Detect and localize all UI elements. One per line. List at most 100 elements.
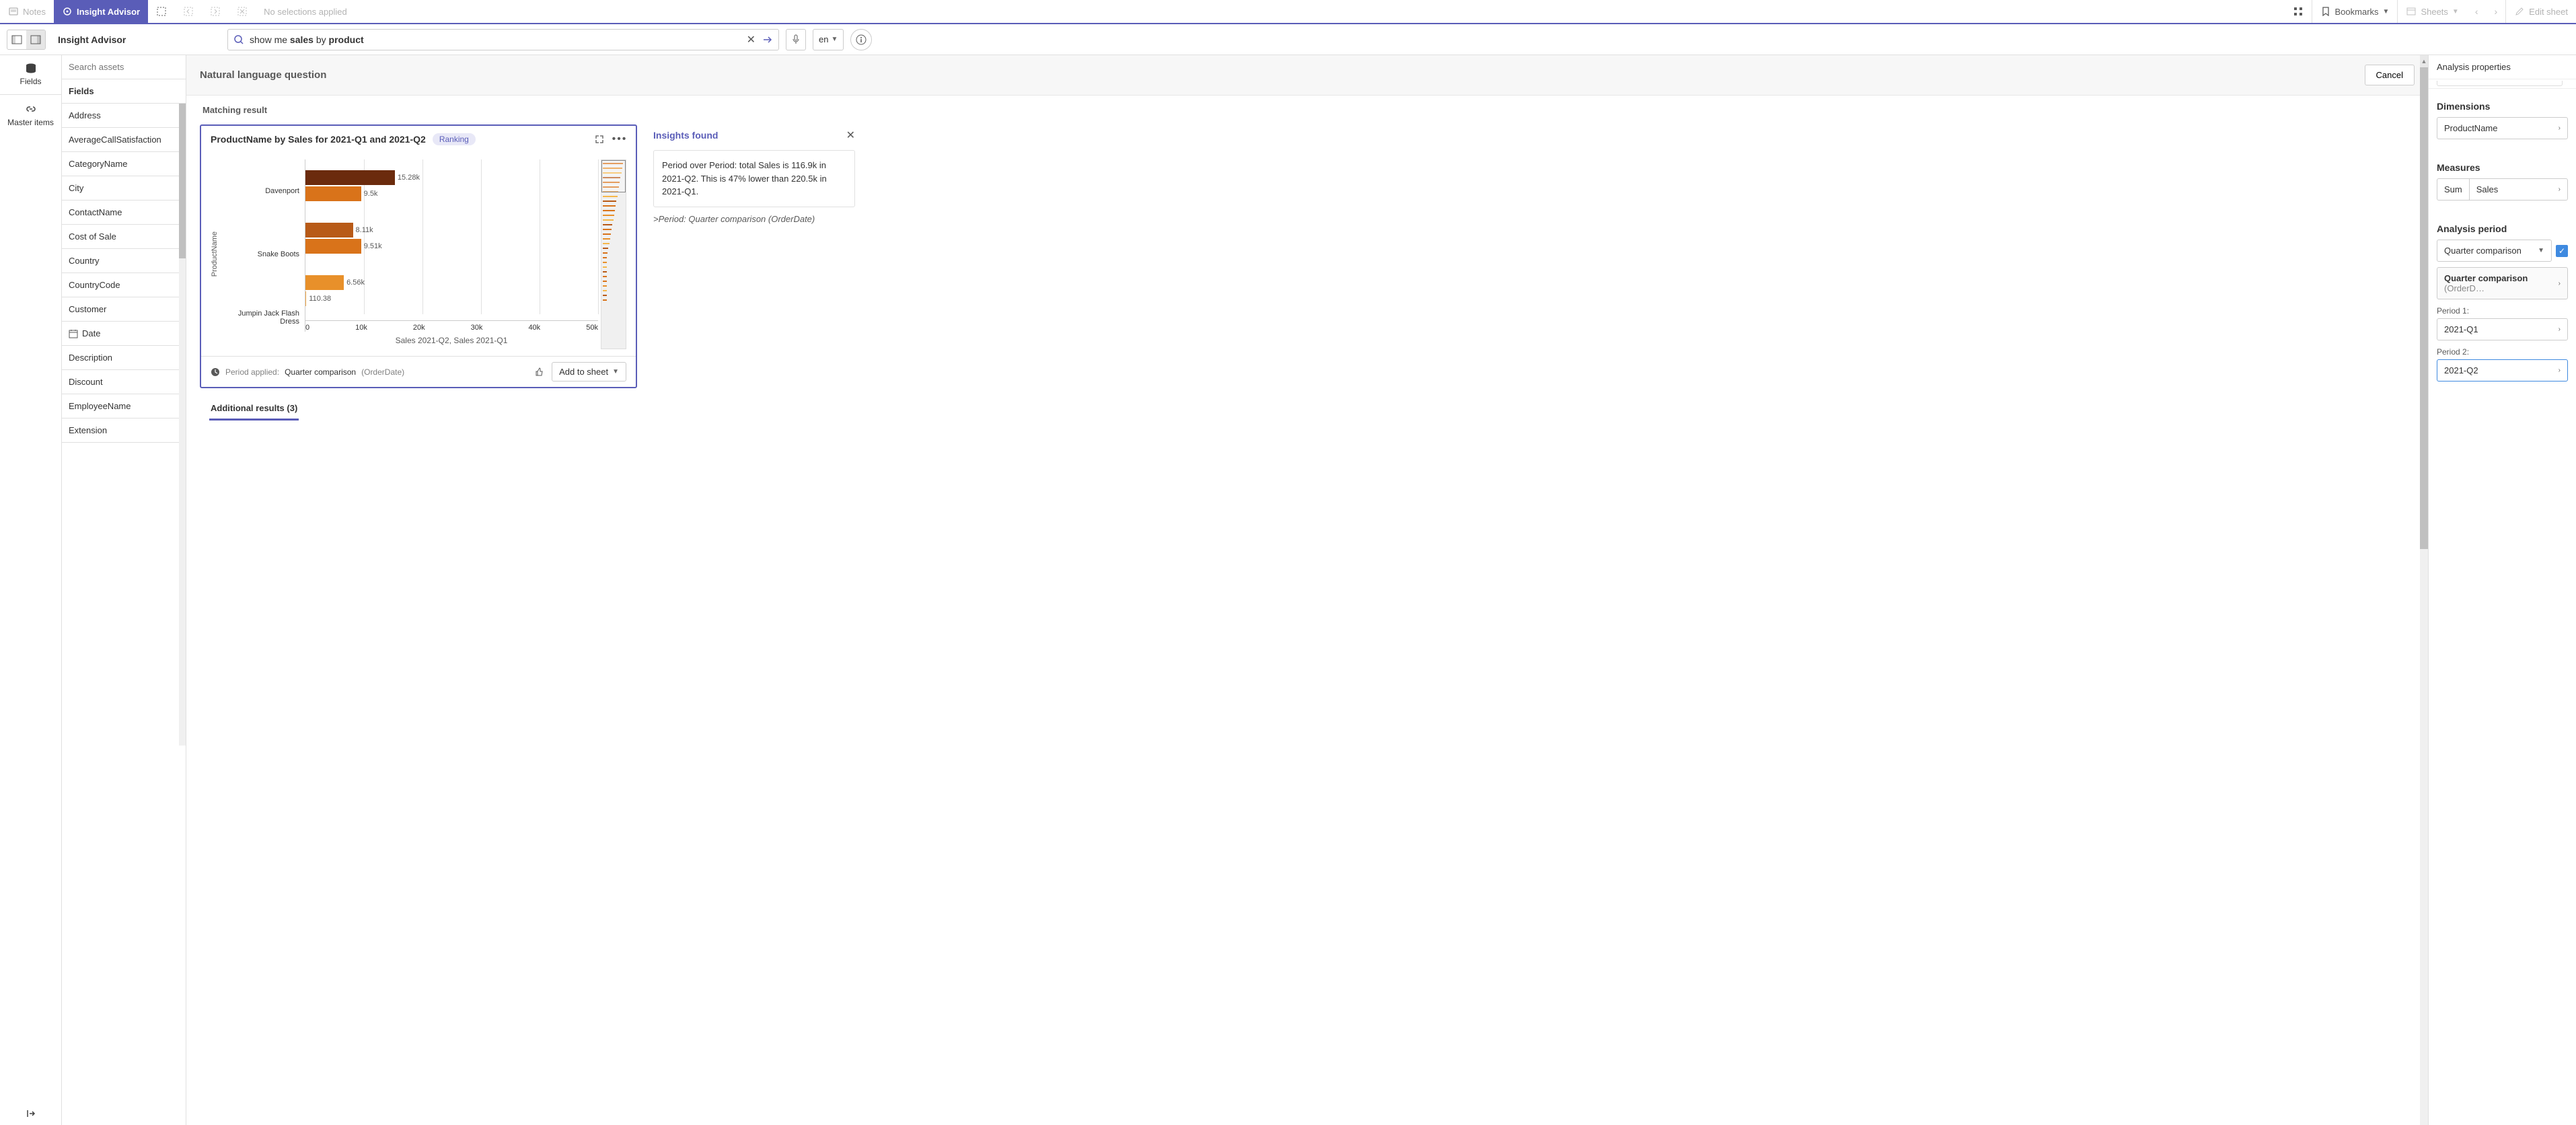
assets-scroll-thumb[interactable]: [179, 104, 186, 258]
no-selections-label: No selections applied: [264, 7, 347, 17]
no-selections-text: No selections applied: [256, 0, 355, 23]
rail-master-items[interactable]: Master items: [0, 95, 61, 135]
period-detail-pill[interactable]: Quarter comparison (OrderD… ›: [2437, 267, 2568, 299]
toggle-right-panel[interactable]: [26, 30, 45, 49]
period1-dropdown[interactable]: 2021-Q1 ›: [2437, 318, 2568, 340]
bar[interactable]: [305, 223, 353, 238]
lasso-icon: [156, 6, 167, 17]
assets-search[interactable]: [62, 55, 186, 79]
cancel-button[interactable]: Cancel: [2365, 65, 2415, 85]
x-tick-label: 20k: [413, 324, 425, 332]
assets-search-input[interactable]: [62, 55, 186, 79]
rail-fields[interactable]: Fields: [0, 55, 61, 95]
toggle-left-panel[interactable]: [7, 30, 26, 49]
asset-item[interactable]: CountryCode: [62, 273, 186, 297]
next-sheet[interactable]: ›: [2487, 0, 2506, 23]
x-tick-label: 0: [305, 324, 309, 332]
info-button[interactable]: [850, 29, 872, 50]
measures-heading: Measures: [2437, 157, 2568, 178]
bar-value-label: 110.38: [306, 295, 331, 303]
rail-fields-label: Fields: [20, 77, 41, 86]
chart-minimap[interactable]: [601, 159, 626, 349]
chevron-down-icon: ▼: [2538, 247, 2544, 254]
minimap-bar: [603, 238, 610, 240]
prev-sheet[interactable]: ‹: [2467, 0, 2487, 23]
more-options-button[interactable]: •••: [613, 133, 626, 146]
minimap-bar: [603, 210, 615, 211]
assets-header: Fields: [62, 79, 186, 104]
bookmarks-button[interactable]: Bookmarks ▼: [2312, 0, 2398, 23]
period2-dropdown[interactable]: 2021-Q2 ›: [2437, 359, 2568, 382]
clear-search-button[interactable]: ✕: [747, 33, 756, 46]
asset-item[interactable]: Extension: [62, 419, 186, 443]
bar[interactable]: [305, 186, 361, 201]
period-enabled-checkbox[interactable]: ✓: [2556, 245, 2568, 257]
asset-item[interactable]: City: [62, 176, 186, 201]
measure-pill[interactable]: Sum Sales ›: [2437, 178, 2568, 201]
asset-item[interactable]: Address: [62, 104, 186, 128]
asset-item[interactable]: Country: [62, 249, 186, 273]
sheets-button[interactable]: Sheets ▼: [2398, 0, 2466, 23]
chevron-left-icon: ‹: [2475, 6, 2478, 17]
language-label: en: [819, 34, 828, 44]
minimap-viewport[interactable]: [601, 160, 626, 192]
bar-group: 8.11k9.51k: [305, 212, 598, 264]
fullscreen-button[interactable]: [593, 133, 606, 146]
measure-agg[interactable]: Sum: [2437, 179, 2470, 200]
dimension-pill[interactable]: ProductName ›: [2437, 117, 2568, 139]
asset-item[interactable]: CategoryName: [62, 152, 186, 176]
chevron-down-icon: ▼: [2452, 8, 2459, 15]
add-to-sheet-button[interactable]: Add to sheet ▼: [552, 362, 626, 382]
submit-search-button[interactable]: [762, 35, 773, 44]
clear-selections[interactable]: [229, 0, 256, 23]
scroll-up-button[interactable]: ▲: [2420, 55, 2428, 67]
y-category-labels: DavenportSnake BootsJumpin Jack Flash Dr…: [221, 159, 302, 349]
asset-item[interactable]: EmployeeName: [62, 394, 186, 419]
insight-advisor-tab[interactable]: Insight Advisor: [54, 0, 148, 23]
bars-area: 15.28k9.5k8.11k9.51k6.56k110.38010k20k30…: [305, 159, 598, 332]
grid-icon: [2293, 6, 2304, 17]
bar[interactable]: [305, 170, 395, 185]
result-row: ProductName by Sales for 2021-Q1 and 202…: [200, 124, 2415, 388]
search-bar[interactable]: show me sales by product ✕: [227, 29, 779, 50]
bar[interactable]: [305, 239, 361, 254]
rail-collapse[interactable]: [26, 1102, 36, 1125]
center-scrollbar[interactable]: ▲: [2420, 55, 2428, 1125]
vote-button[interactable]: [531, 365, 546, 379]
asset-item[interactable]: Date: [62, 322, 186, 346]
asset-item[interactable]: Customer: [62, 297, 186, 322]
search-text-1: show me: [250, 34, 290, 45]
asset-item[interactable]: Cost of Sale: [62, 225, 186, 249]
minimap-bar: [603, 262, 607, 263]
center-scroll-thumb[interactable]: [2420, 67, 2428, 549]
period-type-dropdown[interactable]: Quarter comparison ▼: [2437, 240, 2552, 262]
assets-scrollbar[interactable]: [179, 104, 186, 746]
bar[interactable]: [305, 275, 344, 290]
voice-input-button[interactable]: [786, 29, 806, 50]
asset-item[interactable]: AverageCallSatisfaction: [62, 128, 186, 152]
minimap-bar: [603, 205, 616, 207]
language-selector[interactable]: en▼: [813, 29, 844, 50]
additional-results-tab[interactable]: Additional results (3): [209, 398, 299, 421]
chevron-right-icon: ›: [2559, 326, 2561, 333]
notes-button[interactable]: Notes: [0, 0, 54, 23]
search-input-display[interactable]: show me sales by product: [250, 34, 741, 45]
ranking-badge: Ranking: [433, 133, 476, 145]
x-tick-label: 10k: [355, 324, 367, 332]
bar-value-label: 15.28k: [395, 174, 420, 182]
asset-item[interactable]: Discount: [62, 370, 186, 394]
asset-item[interactable]: Description: [62, 346, 186, 370]
selection-back[interactable]: [175, 0, 202, 23]
grid-button[interactable]: [2285, 0, 2312, 23]
results-area: Matching result ProductName by Sales for…: [186, 95, 2428, 1125]
selection-forward[interactable]: [202, 0, 229, 23]
sheets-label: Sheets: [2421, 7, 2448, 17]
asset-item[interactable]: ContactName: [62, 201, 186, 225]
minimap-bar: [603, 266, 607, 268]
selection-tool-1[interactable]: [148, 0, 175, 23]
close-insights-button[interactable]: ✕: [846, 129, 855, 142]
edit-sheet-button[interactable]: Edit sheet: [2506, 0, 2576, 23]
properties-panel: Analysis properties Dimensions ProductNa…: [2428, 55, 2576, 1125]
gridline: [598, 159, 599, 314]
measure-field-seg[interactable]: Sales ›: [2470, 179, 2567, 200]
